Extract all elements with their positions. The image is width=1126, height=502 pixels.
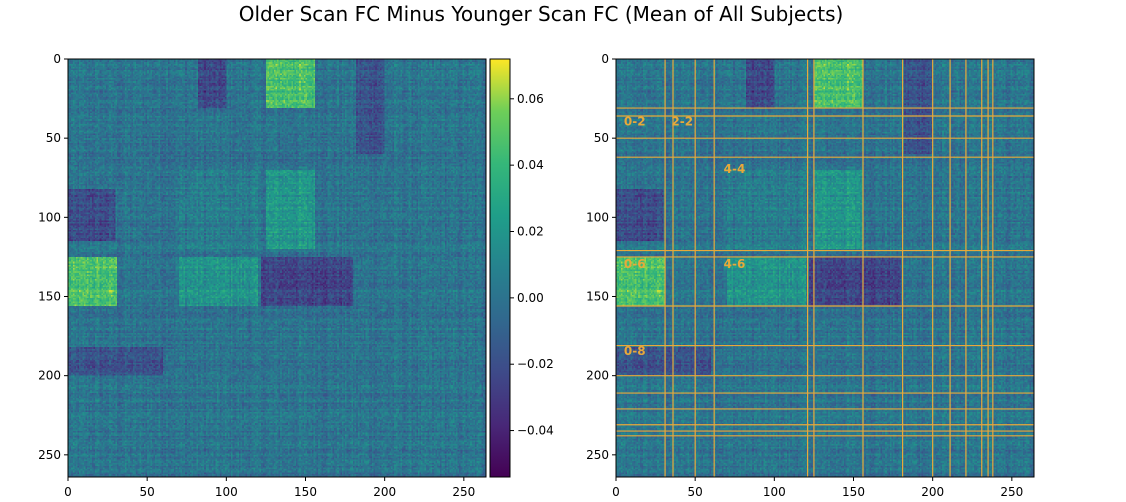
block-annotation: 4-6: [724, 257, 746, 271]
block-annotation: 0-6: [624, 257, 646, 271]
left-ytick-label: 100: [38, 210, 61, 224]
left-xtick-label: 250: [452, 485, 475, 499]
right-xtick-label: 250: [1000, 485, 1023, 499]
left-xtick-label: 0: [64, 485, 72, 499]
right-xtick-label: 150: [842, 485, 865, 499]
left-xtick-label: 150: [294, 485, 317, 499]
block-annotation: 4-4: [724, 162, 746, 176]
colorbar-ticks: 0.06 0.04 0.02 0.00 −0.02 −0.04: [510, 92, 554, 438]
right-ytick-label: 150: [586, 290, 609, 304]
block-annotation: 0-8: [624, 344, 646, 358]
left-xtick-label: 50: [140, 485, 155, 499]
right-heatmap-panel: 0-2 2-2 4-4 0-6 4-6 0-8 0 50 100 150 200 250 0 50 100…: [586, 52, 1035, 499]
left-ytick-label: 250: [38, 448, 61, 462]
left-heatmap-frame: [67, 58, 487, 478]
colorbar-tick-label: 0.02: [517, 225, 544, 239]
colorbar: [489, 58, 511, 478]
right-xtick-label: 100: [763, 485, 786, 499]
right-heatmap-image: [616, 59, 1034, 477]
right-heatmap-ticks: 0 50 100 150 200 250 0 50 100 150 200 250: [586, 52, 1023, 499]
left-xtick-label: 100: [215, 485, 238, 499]
right-xtick-label: 0: [612, 485, 620, 499]
block-annotation: 2-2: [671, 115, 693, 129]
right-heatmap-annotations: 0-2 2-2 4-4 0-6 4-6 0-8: [624, 115, 745, 359]
left-ytick-label: 50: [46, 131, 61, 145]
right-ytick-label: 250: [586, 448, 609, 462]
right-ytick-label: 0: [601, 52, 609, 66]
colorbar-tick-label: −0.04: [517, 424, 554, 438]
figure-title: Older Scan FC Minus Younger Scan FC (Mea…: [239, 2, 844, 26]
right-xtick-label: 50: [688, 485, 703, 499]
right-ytick-label: 50: [594, 131, 609, 145]
left-ytick-label: 0: [53, 52, 61, 66]
right-xtick-label: 200: [921, 485, 944, 499]
colorbar-panel: 0.06 0.04 0.02 0.00 −0.02 −0.04: [489, 58, 554, 478]
colorbar-tick-label: 0.04: [517, 158, 544, 172]
colorbar-tick-label: 0.06: [517, 92, 544, 106]
right-ytick-label: 100: [586, 210, 609, 224]
block-annotation: 0-2: [624, 115, 646, 129]
left-ytick-label: 150: [38, 290, 61, 304]
left-heatmap-panel: 0 50 100 150 200 250 0 50 100 150 200 250: [38, 52, 487, 499]
colorbar-tick-label: 0.00: [517, 291, 544, 305]
left-ytick-label: 200: [38, 369, 61, 383]
right-ytick-label: 200: [586, 369, 609, 383]
right-heatmap-boundaries: [616, 59, 1034, 477]
colorbar-tick-label: −0.02: [517, 357, 554, 371]
left-xtick-label: 200: [373, 485, 396, 499]
left-heatmap-ticks: 0 50 100 150 200 250 0 50 100 150 200 250: [38, 52, 475, 499]
right-heatmap-frame: [615, 58, 1035, 478]
left-heatmap-image: [68, 59, 486, 477]
